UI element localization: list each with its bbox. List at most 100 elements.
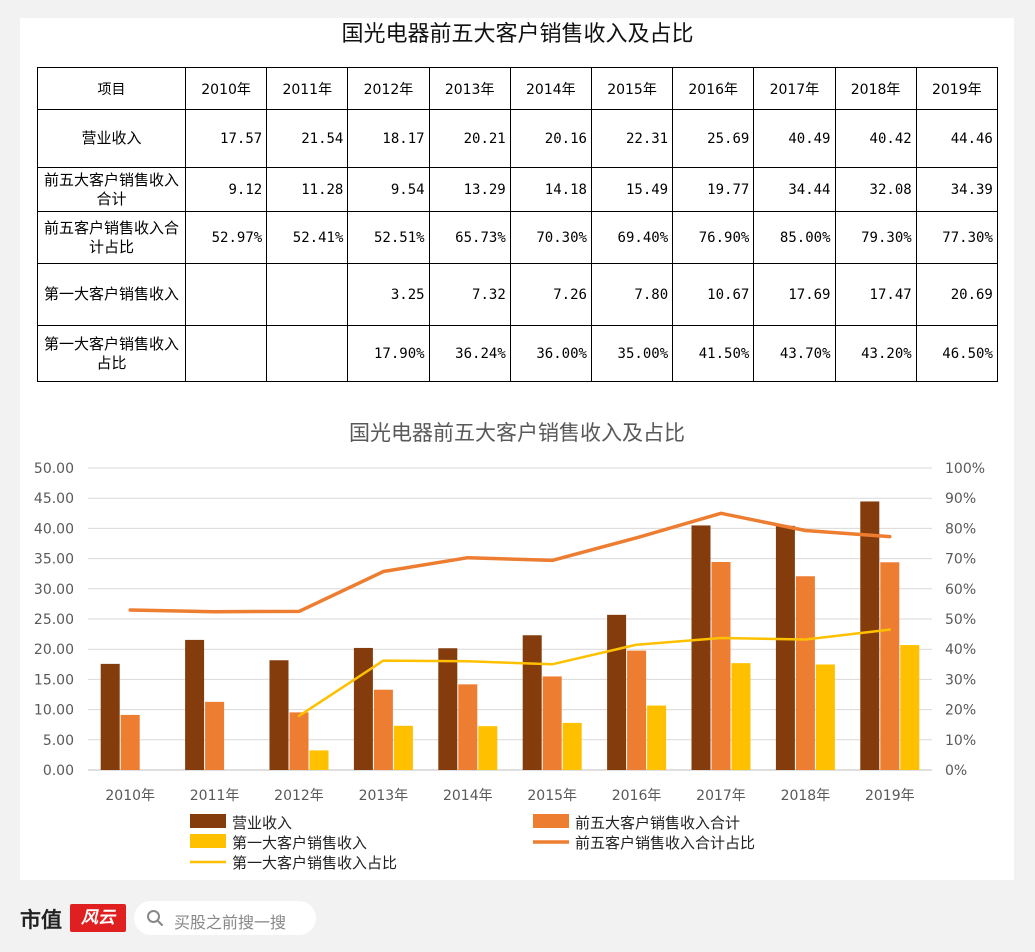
y-tick-label: 35.00 <box>34 552 74 568</box>
header-cell: 2011年 <box>266 67 349 110</box>
y2-tick-label: 0% <box>945 763 967 779</box>
legend-label: 前五客户销售收入合计占比 <box>575 834 755 852</box>
table-cell: 36.00% <box>509 325 592 382</box>
table-cell: 52.41% <box>266 211 349 264</box>
table-cell <box>266 325 349 382</box>
table-cell: 36.24% <box>428 325 511 382</box>
table-cell: 17.47 <box>834 263 917 326</box>
table-cell: 19.77 <box>672 167 755 212</box>
y-tick-label: 5.00 <box>43 733 74 749</box>
bar-2 <box>627 650 647 770</box>
table-cell: 52.51% <box>347 211 430 264</box>
y-tick-label: 0.00 <box>43 763 74 779</box>
combo-chart: 国光电器前五大客户销售收入及占比 0.00 5.00 10.00 15.00 20.00 2… <box>34 421 985 872</box>
table-cell: 21.54 <box>266 109 349 168</box>
bar-1 <box>100 663 120 770</box>
y2-tick-label: 10% <box>945 733 976 749</box>
bar-3 <box>562 722 582 770</box>
bar-2 <box>795 576 815 770</box>
brand-logo: 风云 <box>70 904 126 932</box>
table-cell: 34.44 <box>753 167 836 212</box>
bar-1 <box>607 614 627 770</box>
table-cell: 10.67 <box>672 263 755 326</box>
y-tick-label: 10.00 <box>34 703 74 719</box>
x-tick-label: 2012年 <box>274 788 324 804</box>
x-tick-label: 2011年 <box>190 788 240 804</box>
bar-2 <box>205 701 225 770</box>
bar-1 <box>775 525 795 770</box>
header-cell: 2012年 <box>347 67 430 110</box>
table-cell: 7.26 <box>509 263 592 326</box>
search-box[interactable]: 买股之前搜一搜 <box>134 901 316 935</box>
bar-2 <box>373 689 393 770</box>
data-table: 项目 2010年 2011年 2012年 2013年 2014年 2015年 2… <box>37 67 998 382</box>
y2-tick-label: 60% <box>945 582 976 598</box>
header-cell: 2010年 <box>184 67 268 110</box>
table-cell: 17.57 <box>184 109 268 168</box>
y2-tick-label: 90% <box>945 491 976 507</box>
table-cell: 18.17 <box>347 109 430 168</box>
row-label: 前五客户销售收入合计占比 <box>37 211 186 264</box>
table-cell: 17.90% <box>347 325 430 382</box>
table-cell: 9.12 <box>184 167 268 212</box>
bar-1 <box>353 647 373 770</box>
table-cell: 11.28 <box>266 167 349 212</box>
table-cell: 14.18 <box>509 167 592 212</box>
table-cell: 46.50% <box>915 325 998 382</box>
y-tick-label: 45.00 <box>34 491 74 507</box>
y2-tick-label: 100% <box>945 461 985 477</box>
bar-1 <box>691 525 711 770</box>
table-cell: 34.39 <box>915 167 998 212</box>
table-cell: 20.69 <box>915 263 998 326</box>
search-placeholder: 买股之前搜一搜 <box>174 913 287 932</box>
table-cell: 43.20% <box>834 325 917 382</box>
y-tick-label: 30.00 <box>34 582 74 598</box>
legend-swatch <box>533 814 569 828</box>
table-row: 前五客户销售收入合计占比 52.97% 52.41% 52.51% 65.73% 70.3… <box>37 211 998 264</box>
table-cell: 7.80 <box>590 263 674 326</box>
bar-2 <box>458 684 478 770</box>
y2-tick-label: 20% <box>945 703 976 719</box>
line-series-4 <box>297 628 892 718</box>
table-cell: 76.90% <box>672 211 755 264</box>
row-label: 第一大客户销售收入 <box>37 263 186 326</box>
bar-3 <box>309 750 329 770</box>
table-cell: 22.31 <box>590 109 674 168</box>
bar-2 <box>880 562 900 770</box>
table-cell: 20.21 <box>428 109 511 168</box>
table-cell <box>266 263 349 326</box>
x-tick-label: 2015年 <box>527 788 577 804</box>
brand-name: 市值 <box>20 907 62 932</box>
footer-bar: 市值 风云 买股之前搜一搜 <box>20 898 340 940</box>
row-label: 第一大客户销售收入占比 <box>37 325 186 382</box>
line-series-3 <box>128 511 892 614</box>
bar-2 <box>120 714 140 770</box>
header-cell: 2016年 <box>672 67 755 110</box>
bar-1 <box>438 648 458 770</box>
header-cell: 2018年 <box>834 67 917 110</box>
header-cell: 2017年 <box>753 67 836 110</box>
table-cell: 44.46 <box>915 109 998 168</box>
x-tick-label: 2018年 <box>781 788 831 804</box>
y2-tick-label: 40% <box>945 642 976 658</box>
table-cell: 77.30% <box>915 211 998 264</box>
legend-label: 前五大客户销售收入合计 <box>575 814 740 832</box>
x-tick-label: 2019年 <box>865 788 915 804</box>
header-cell: 2019年 <box>915 67 998 110</box>
table-cell: 85.00% <box>753 211 836 264</box>
table-header-row: 项目 2010年 2011年 2012年 2013年 2014年 2015年 2… <box>37 67 998 110</box>
legend-label: 营业收入 <box>232 814 292 832</box>
x-tick-label: 2016年 <box>612 788 662 804</box>
bar-2 <box>542 676 562 770</box>
y-tick-label: 25.00 <box>34 612 74 628</box>
bar-3 <box>393 725 413 770</box>
bar-3 <box>731 663 751 770</box>
table-cell: 20.16 <box>509 109 592 168</box>
table-row: 第一大客户销售收入 3.25 7.32 7.26 7.80 10.67 17.69 17.47… <box>37 263 998 326</box>
table-cell: 69.40% <box>590 211 674 264</box>
table-row: 前五大客户销售收入合计 9.12 11.28 9.54 13.29 14.18 15.49 1… <box>37 167 998 212</box>
bar-2 <box>711 561 731 770</box>
bar-2 <box>289 712 309 770</box>
x-tick-label: 2017年 <box>696 788 746 804</box>
search-icon <box>147 910 163 926</box>
